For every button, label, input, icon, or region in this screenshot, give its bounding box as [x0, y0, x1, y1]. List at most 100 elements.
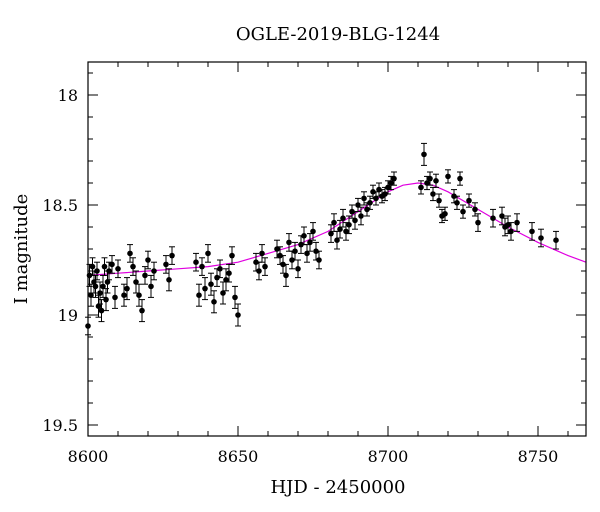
point-marker — [109, 261, 115, 268]
point-marker — [103, 296, 109, 303]
point-marker — [89, 263, 96, 270]
data-point — [151, 261, 157, 281]
point-marker — [310, 228, 316, 235]
data-point — [307, 233, 313, 252]
data-point — [475, 213, 481, 232]
data-point — [286, 233, 292, 252]
point-marker — [418, 184, 424, 191]
point-marker — [202, 285, 208, 292]
data-point — [109, 255, 115, 274]
data-point — [148, 274, 154, 298]
point-marker — [256, 268, 262, 274]
point-marker — [355, 202, 361, 208]
data-point — [418, 180, 424, 195]
data-point — [310, 222, 316, 241]
data-point — [337, 219, 343, 239]
y-tick-label: 19.5 — [42, 416, 78, 435]
x-tick-label: 8750 — [518, 447, 559, 466]
point-marker — [352, 217, 358, 224]
data-point — [460, 204, 466, 219]
y-tick-label: 18 — [58, 86, 78, 105]
point-marker — [163, 261, 169, 268]
point-marker — [385, 184, 391, 191]
data-point — [208, 272, 214, 296]
point-marker — [124, 285, 130, 292]
data-point — [454, 195, 460, 210]
data-point — [196, 283, 202, 307]
data-point — [259, 244, 265, 263]
data-point — [232, 285, 238, 309]
data-point — [145, 250, 151, 270]
point-marker — [229, 252, 235, 259]
data-point — [127, 244, 133, 263]
point-marker — [391, 175, 397, 182]
point-marker — [166, 277, 172, 283]
point-marker — [169, 252, 175, 259]
data-point — [88, 283, 94, 307]
point-marker — [88, 292, 94, 299]
point-marker — [499, 213, 505, 219]
point-marker — [136, 292, 142, 299]
point-marker — [208, 281, 214, 288]
data-point — [136, 283, 142, 307]
point-marker — [433, 178, 439, 184]
point-marker — [139, 307, 145, 314]
data-point — [421, 142, 427, 166]
point-marker — [196, 292, 202, 299]
data-point — [130, 257, 136, 276]
data-point — [445, 169, 451, 184]
data-point — [442, 206, 448, 221]
data-point — [430, 186, 436, 202]
data-point — [508, 222, 514, 241]
point-marker — [142, 272, 148, 279]
data-point — [229, 246, 235, 265]
data-point — [553, 230, 559, 250]
data-point — [283, 263, 289, 287]
y-axis-label: I magnitude — [11, 194, 32, 305]
point-marker — [211, 299, 217, 305]
data-point — [529, 222, 535, 241]
point-marker — [286, 239, 292, 246]
data-point — [424, 175, 430, 191]
point-marker — [259, 250, 265, 257]
point-marker — [472, 206, 478, 213]
x-tick-label: 8700 — [368, 447, 409, 466]
data-point — [166, 268, 172, 292]
data-point — [262, 257, 268, 276]
point-marker — [193, 259, 199, 266]
data-point — [505, 215, 511, 235]
point-marker — [514, 219, 520, 226]
data-point — [193, 252, 199, 272]
data-point — [436, 193, 442, 208]
point-marker — [427, 175, 433, 182]
data-point — [205, 244, 211, 263]
point-marker — [283, 272, 289, 279]
point-marker — [94, 268, 100, 274]
data-point — [121, 283, 127, 307]
data-point — [133, 270, 139, 294]
point-marker — [95, 303, 102, 310]
data-point — [358, 206, 364, 226]
point-marker — [307, 239, 313, 246]
data-point — [466, 193, 472, 208]
data-point — [199, 257, 205, 276]
point-marker — [367, 200, 373, 206]
data-point — [304, 244, 310, 263]
data-point — [95, 294, 102, 318]
point-marker — [145, 257, 151, 263]
point-marker — [232, 294, 238, 301]
point-marker — [334, 237, 340, 243]
point-marker — [148, 283, 154, 290]
point-marker — [292, 248, 298, 254]
point-marker — [553, 237, 559, 243]
point-marker — [205, 250, 211, 257]
tick-labels-layer: 8600 8650 8700 8750 18 18.5 19 19.5 — [42, 86, 558, 466]
point-marker — [304, 250, 310, 257]
data-point — [295, 259, 301, 279]
point-marker — [235, 312, 241, 318]
point-marker — [343, 228, 349, 235]
data-points-layer — [85, 142, 559, 336]
data-point — [163, 255, 169, 274]
point-marker — [151, 268, 157, 274]
point-marker — [133, 279, 139, 285]
